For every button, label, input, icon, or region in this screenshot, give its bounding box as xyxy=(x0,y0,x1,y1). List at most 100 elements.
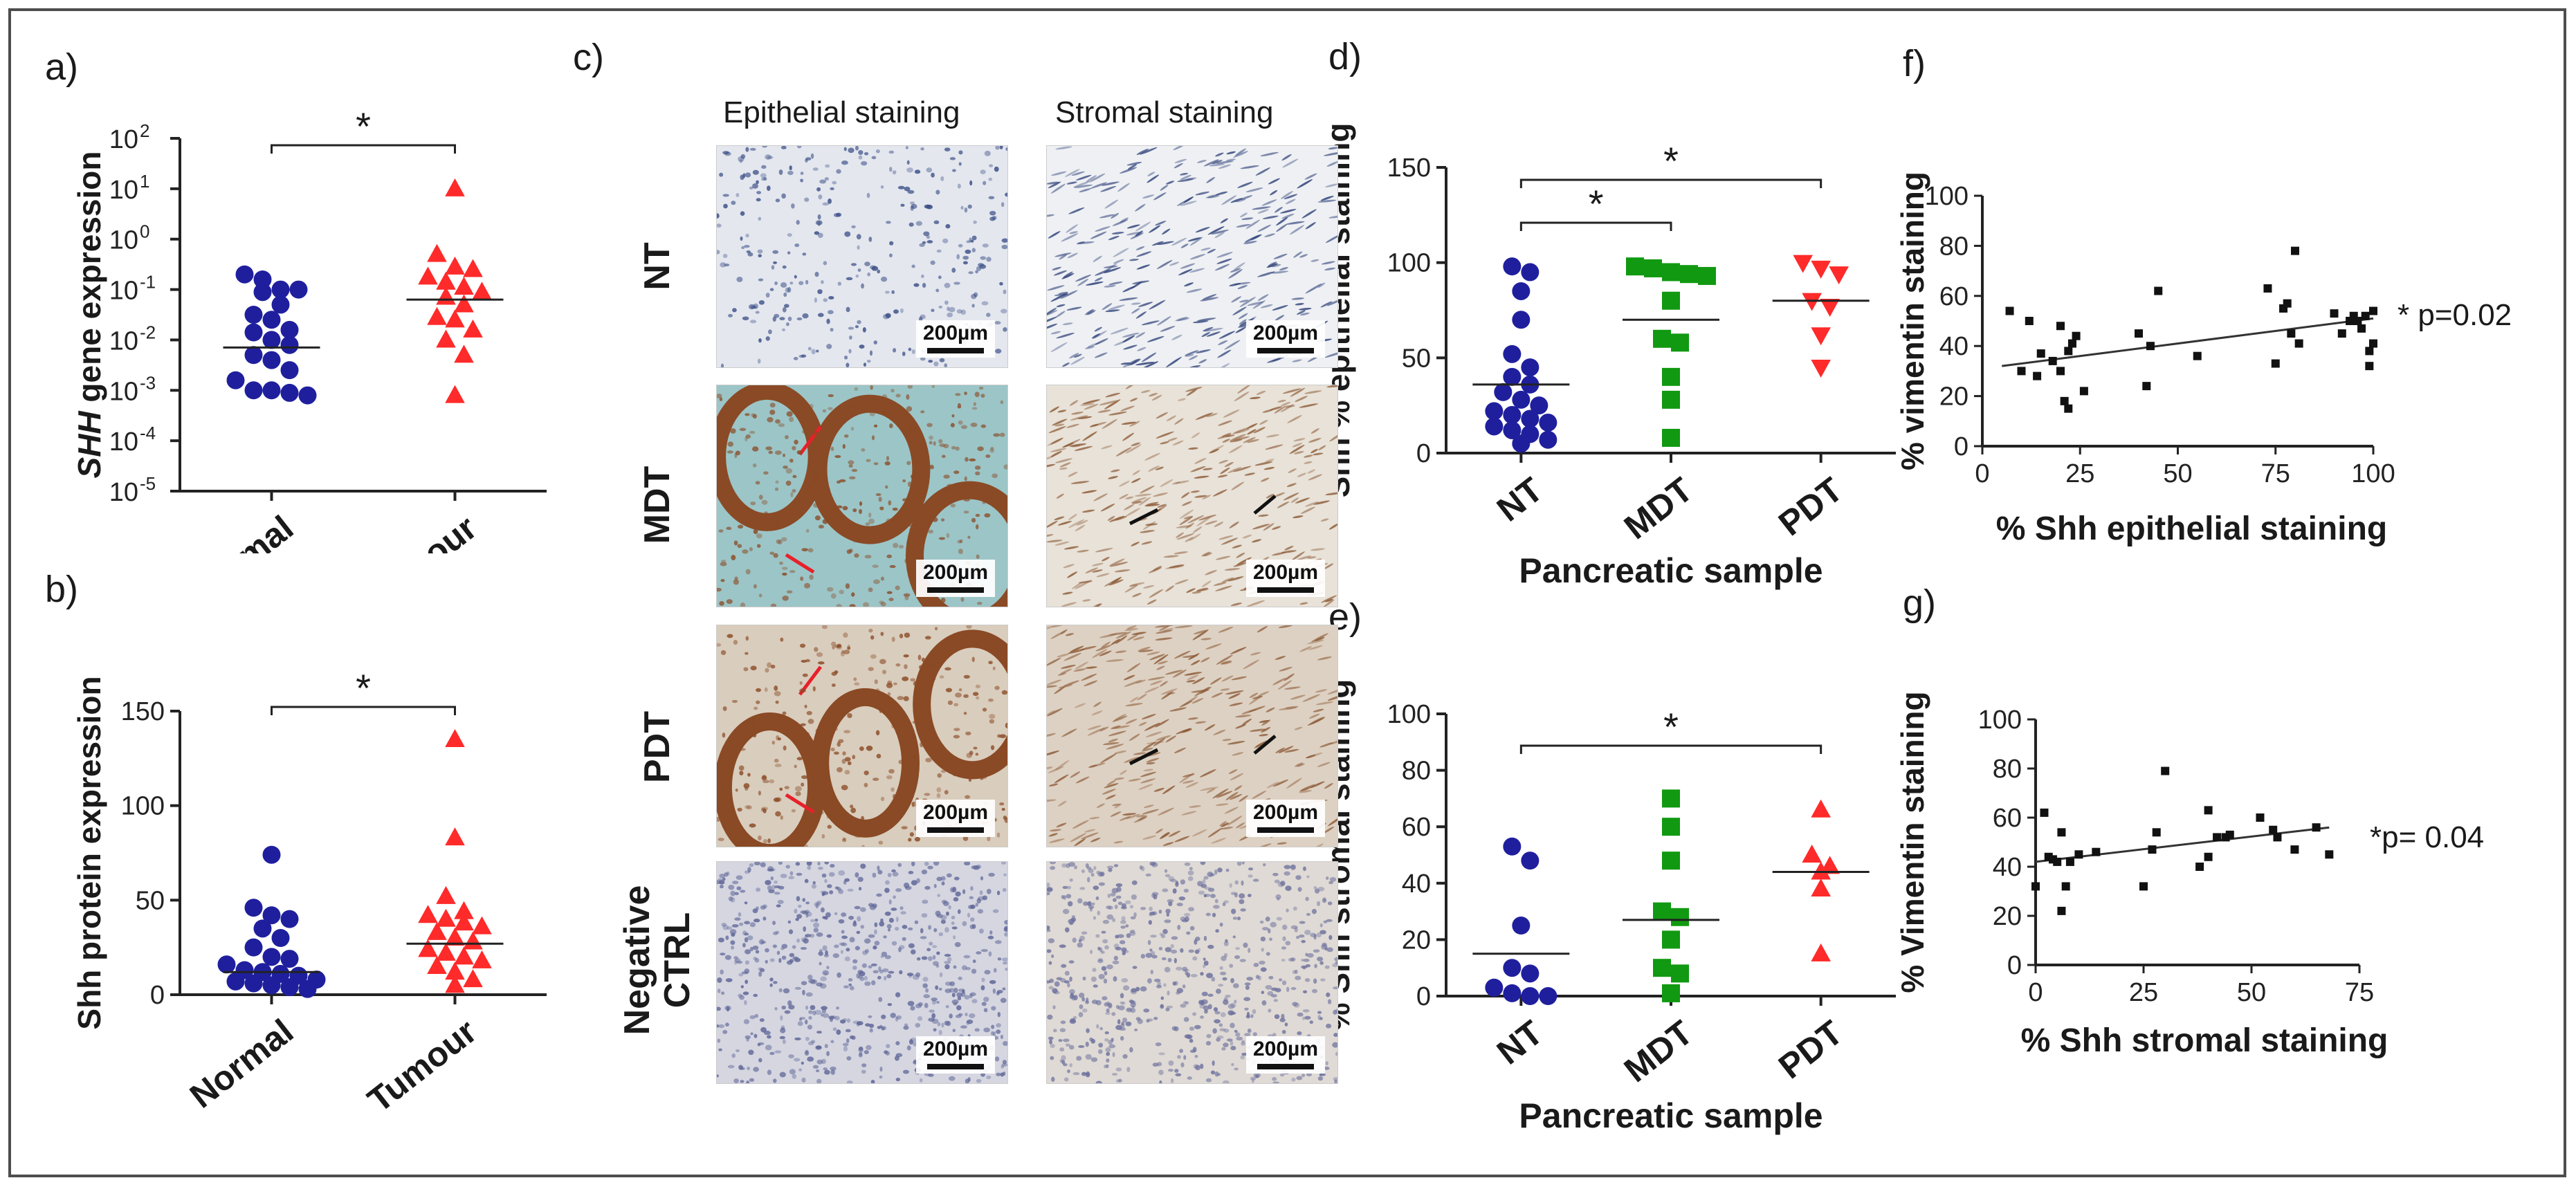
cell-nucleus xyxy=(1286,483,1297,488)
cell-nucleus xyxy=(719,885,724,889)
cell-nucleus xyxy=(850,804,854,809)
cell-nucleus xyxy=(1295,762,1304,767)
cell-nucleus xyxy=(1183,1001,1187,1004)
cell-nucleus xyxy=(1221,577,1234,583)
cell-nucleus xyxy=(1082,431,1097,441)
cell-nucleus xyxy=(1307,639,1324,645)
cell-nucleus xyxy=(839,942,846,946)
cell-nucleus xyxy=(722,877,726,881)
cell-nucleus xyxy=(1203,964,1206,968)
cell-nucleus xyxy=(1142,194,1155,199)
cell-nucleus xyxy=(870,654,877,659)
cell-nucleus xyxy=(885,705,893,709)
cell-nucleus xyxy=(1250,652,1261,656)
cell-nucleus xyxy=(1131,632,1147,635)
cell-nucleus xyxy=(1291,297,1304,300)
cell-nucleus xyxy=(1153,894,1158,900)
cell-nucleus xyxy=(1150,935,1157,938)
cell-nucleus xyxy=(886,554,893,558)
cell-nucleus xyxy=(744,921,751,925)
cell-nucleus xyxy=(931,748,935,753)
cell-nucleus xyxy=(1060,977,1066,983)
cell-nucleus xyxy=(1105,794,1116,800)
cell-nucleus xyxy=(1051,954,1054,959)
cell-nucleus xyxy=(965,795,971,799)
cell-nucleus xyxy=(932,961,939,966)
cell-nucleus xyxy=(1155,735,1171,741)
cell-nucleus xyxy=(969,992,976,997)
cell-nucleus xyxy=(1241,880,1244,886)
cell-nucleus xyxy=(954,941,961,948)
cell-nucleus xyxy=(1218,1023,1223,1027)
cell-nucleus xyxy=(752,414,757,419)
data-point xyxy=(2213,833,2222,842)
cell-nucleus xyxy=(832,953,839,958)
cell-nucleus xyxy=(1219,971,1227,975)
cell-nucleus xyxy=(739,995,745,1000)
cell-nucleus xyxy=(745,147,749,152)
cell-nucleus xyxy=(816,900,822,905)
cell-nucleus xyxy=(1313,978,1317,984)
data-point-nt xyxy=(1503,837,1522,856)
cell-nucleus xyxy=(1241,862,1245,865)
cell-nucleus xyxy=(1313,708,1324,712)
cell-nucleus xyxy=(944,363,948,367)
cell-nucleus xyxy=(908,1039,913,1045)
cell-nucleus xyxy=(848,349,852,353)
data-point-normal xyxy=(271,295,290,314)
cell-nucleus xyxy=(1284,673,1295,681)
cell-nucleus xyxy=(1108,412,1127,416)
cell-nucleus xyxy=(1069,645,1084,653)
red-arrow-indicator xyxy=(798,425,822,456)
cell-nucleus xyxy=(940,176,944,181)
cell-nucleus xyxy=(1147,1018,1153,1022)
cell-nucleus xyxy=(779,787,783,791)
cell-nucleus xyxy=(1079,188,1092,193)
cell-nucleus xyxy=(762,780,769,784)
cell-nucleus xyxy=(1125,1021,1132,1027)
cell-nucleus xyxy=(937,1022,941,1027)
scale-bar-label: 200µm xyxy=(1252,801,1318,824)
cell-nucleus xyxy=(774,1050,782,1053)
cell-nucleus xyxy=(1234,1029,1238,1033)
cell-nucleus xyxy=(745,434,751,439)
cell-nucleus xyxy=(1182,780,1194,784)
cell-nucleus xyxy=(1281,946,1287,950)
cell-nucleus xyxy=(1149,906,1153,911)
cell-nucleus xyxy=(729,929,737,935)
data-point-normal xyxy=(262,331,281,349)
cell-nucleus xyxy=(746,720,753,724)
cell-nucleus xyxy=(752,945,759,950)
data-point-normal xyxy=(280,361,299,380)
cell-nucleus xyxy=(812,503,820,508)
cell-nucleus xyxy=(805,992,813,997)
y-tick-label: 100 xyxy=(1387,249,1431,278)
cell-nucleus xyxy=(1200,1015,1204,1019)
cell-nucleus xyxy=(1177,318,1190,322)
cell-nucleus xyxy=(1066,423,1079,428)
cell-nucleus xyxy=(1252,539,1261,543)
data-point-nt xyxy=(1512,282,1531,300)
cell-nucleus xyxy=(719,172,724,177)
cell-nucleus xyxy=(966,625,972,629)
cell-nucleus xyxy=(1141,541,1153,545)
cell-nucleus xyxy=(1057,410,1067,413)
cell-nucleus xyxy=(955,692,962,698)
cell-nucleus xyxy=(844,956,850,961)
cell-nucleus xyxy=(1134,1028,1138,1031)
cell-nucleus xyxy=(1104,199,1119,209)
cell-nucleus xyxy=(1270,190,1278,196)
cell-nucleus xyxy=(769,977,774,982)
cell-nucleus xyxy=(871,980,876,986)
cell-nucleus xyxy=(806,862,812,867)
cell-nucleus xyxy=(1236,822,1245,829)
cell-nucleus xyxy=(765,948,769,953)
figure-frame xyxy=(8,8,2566,1177)
cell-nucleus xyxy=(859,403,864,407)
cell-nucleus xyxy=(1261,477,1270,482)
cell-nucleus xyxy=(864,981,871,986)
cell-nucleus xyxy=(1286,777,1302,789)
cell-nucleus xyxy=(1138,721,1147,726)
cell-nucleus xyxy=(1129,1047,1133,1053)
cell-nucleus xyxy=(1218,340,1228,345)
